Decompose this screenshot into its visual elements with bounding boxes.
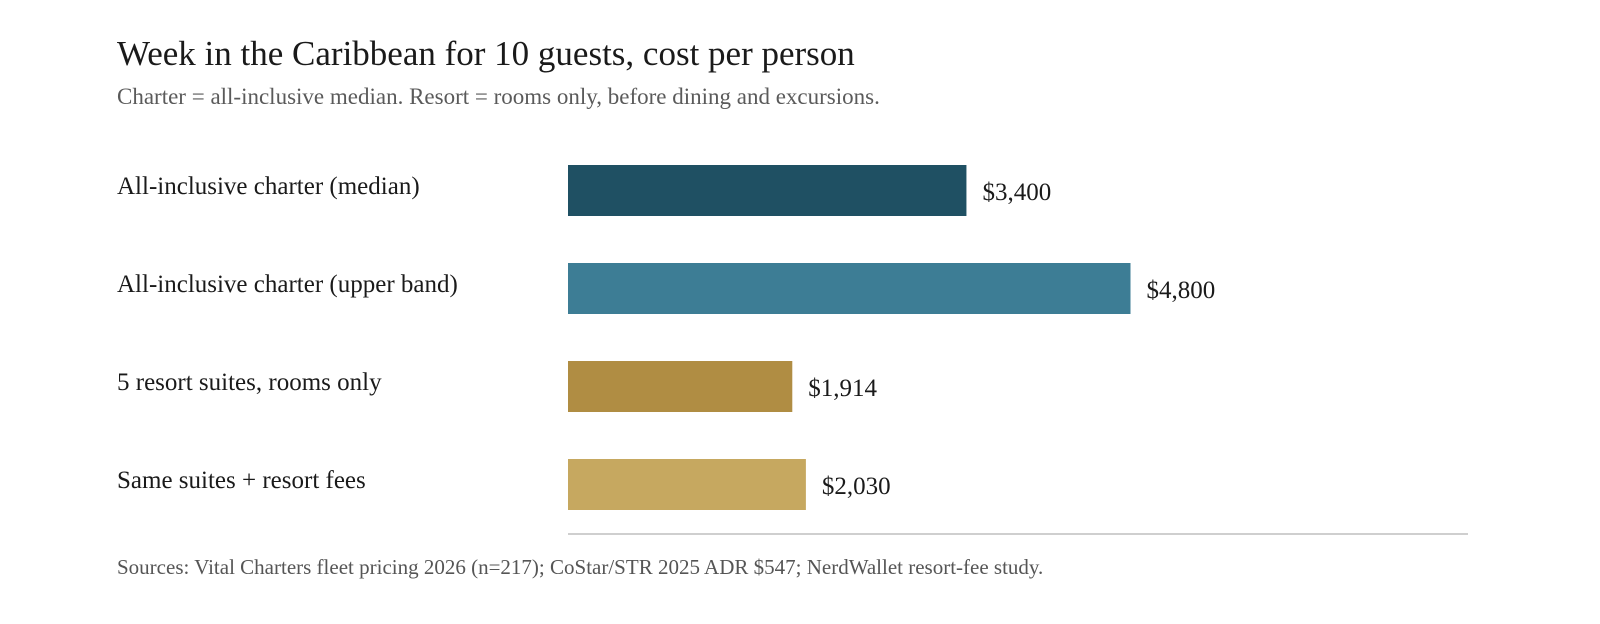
value-label: $2,030	[822, 473, 891, 500]
bar	[568, 361, 793, 412]
chart-subtitle: Charter = all-inclusive median. Resort =…	[117, 84, 880, 109]
bar	[568, 165, 967, 216]
value-label: $4,800	[1147, 277, 1216, 304]
chart-title: Week in the Caribbean for 10 guests, cos…	[117, 34, 855, 73]
category-label: 5 resort suites, rooms only	[117, 369, 382, 396]
bar	[568, 263, 1131, 314]
source-note: Sources: Vital Charters fleet pricing 20…	[117, 555, 1044, 579]
bar	[568, 459, 806, 510]
value-label: $1,914	[808, 375, 877, 402]
category-label: All-inclusive charter (median)	[117, 173, 420, 200]
category-label: Same suites + resort fees	[117, 467, 366, 494]
category-label: All-inclusive charter (upper band)	[117, 271, 458, 298]
value-label: $3,400	[982, 179, 1051, 206]
